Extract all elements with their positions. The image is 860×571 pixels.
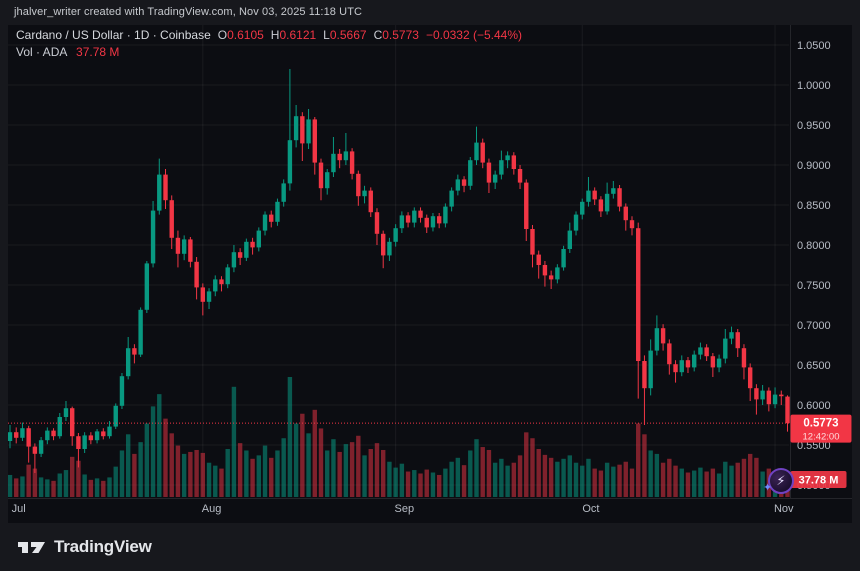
- grid-layer: [8, 25, 852, 499]
- change-value: −0.0332 (−5.44%): [425, 28, 523, 42]
- volume-value: 37.78 M: [76, 45, 120, 59]
- low-label: L: [323, 28, 330, 42]
- price-tick-label: 0.7500: [797, 280, 831, 292]
- price-tick-label: 0.9000: [797, 160, 831, 172]
- time-axis[interactable]: Jul Aug Sep Oct Nov: [12, 503, 794, 515]
- high-label: H: [270, 28, 280, 42]
- price-tick-label: 1.0500: [797, 40, 831, 52]
- legend: Cardano / US Dollar · 1D · Coinbase O0.61…: [16, 27, 522, 61]
- brand-name: TradingView: [54, 537, 152, 556]
- volume-label[interactable]: Vol · ADA: [16, 45, 67, 59]
- price-tick-label: 1.0000: [797, 80, 831, 92]
- symbol-description[interactable]: Cardano / US Dollar · 1D · Coinbase: [16, 28, 211, 42]
- tradingview-logo[interactable]: TradingView: [18, 537, 152, 558]
- chart-panel: 1.0500 1.0000 0.9500 0.9000 0.8500 0.8000 0.75…: [8, 25, 852, 523]
- price-tick-label: 0.8000: [797, 240, 831, 252]
- price-tick-label: 0.8500: [797, 200, 831, 212]
- volume-badge: 37.78 M: [790, 471, 847, 488]
- month-tick-label: Oct: [582, 503, 599, 515]
- open-label: O: [217, 28, 228, 42]
- footer: TradingView: [0, 523, 860, 571]
- countdown-label: 12:42:00: [803, 432, 840, 443]
- volume-layer: [8, 377, 790, 497]
- price-tick-label: 0.5500: [797, 440, 831, 452]
- close-value: 0.5773: [382, 28, 419, 42]
- chart-canvas[interactable]: 1.0500 1.0000 0.9500 0.9000 0.8500 0.8000 0.75…: [8, 25, 852, 523]
- price-tick-label: 0.9500: [797, 120, 831, 132]
- price-tick-label: 0.6000: [797, 400, 831, 412]
- tradingview-mark-icon: [18, 541, 45, 553]
- price-axis[interactable]: 1.0500 1.0000 0.9500 0.9000 0.8500 0.8000 0.75…: [797, 40, 831, 492]
- lightning-icon: ⚡: [768, 468, 794, 494]
- attribution-text: jhalver_writer created with TradingView.…: [14, 6, 363, 18]
- close-label: C: [373, 28, 383, 42]
- svg-text:37.78 M: 37.78 M: [799, 475, 839, 487]
- svg-text:0.5773: 0.5773: [803, 418, 838, 430]
- low-value: 0.5667: [329, 28, 367, 42]
- price-tick-label: 0.6500: [797, 360, 831, 372]
- candles-layer: [8, 69, 790, 473]
- month-tick-label: Nov: [774, 503, 794, 515]
- month-tick-label: Aug: [202, 503, 222, 515]
- sparkle-icon: ✦: [763, 482, 773, 494]
- open-value: 0.6105: [227, 28, 264, 42]
- price-badge: 0.5773 12:42:00: [790, 414, 852, 443]
- overlay-layer: 0.5773 12:42:00 37.78 M: [8, 414, 852, 488]
- month-tick-label: Jul: [12, 503, 26, 515]
- price-tick-label: 0.7000: [797, 320, 831, 332]
- lightning-sticker[interactable]: ⚡ ✦: [763, 467, 795, 497]
- month-tick-label: Sep: [395, 503, 415, 515]
- high-value: 0.6121: [279, 28, 317, 42]
